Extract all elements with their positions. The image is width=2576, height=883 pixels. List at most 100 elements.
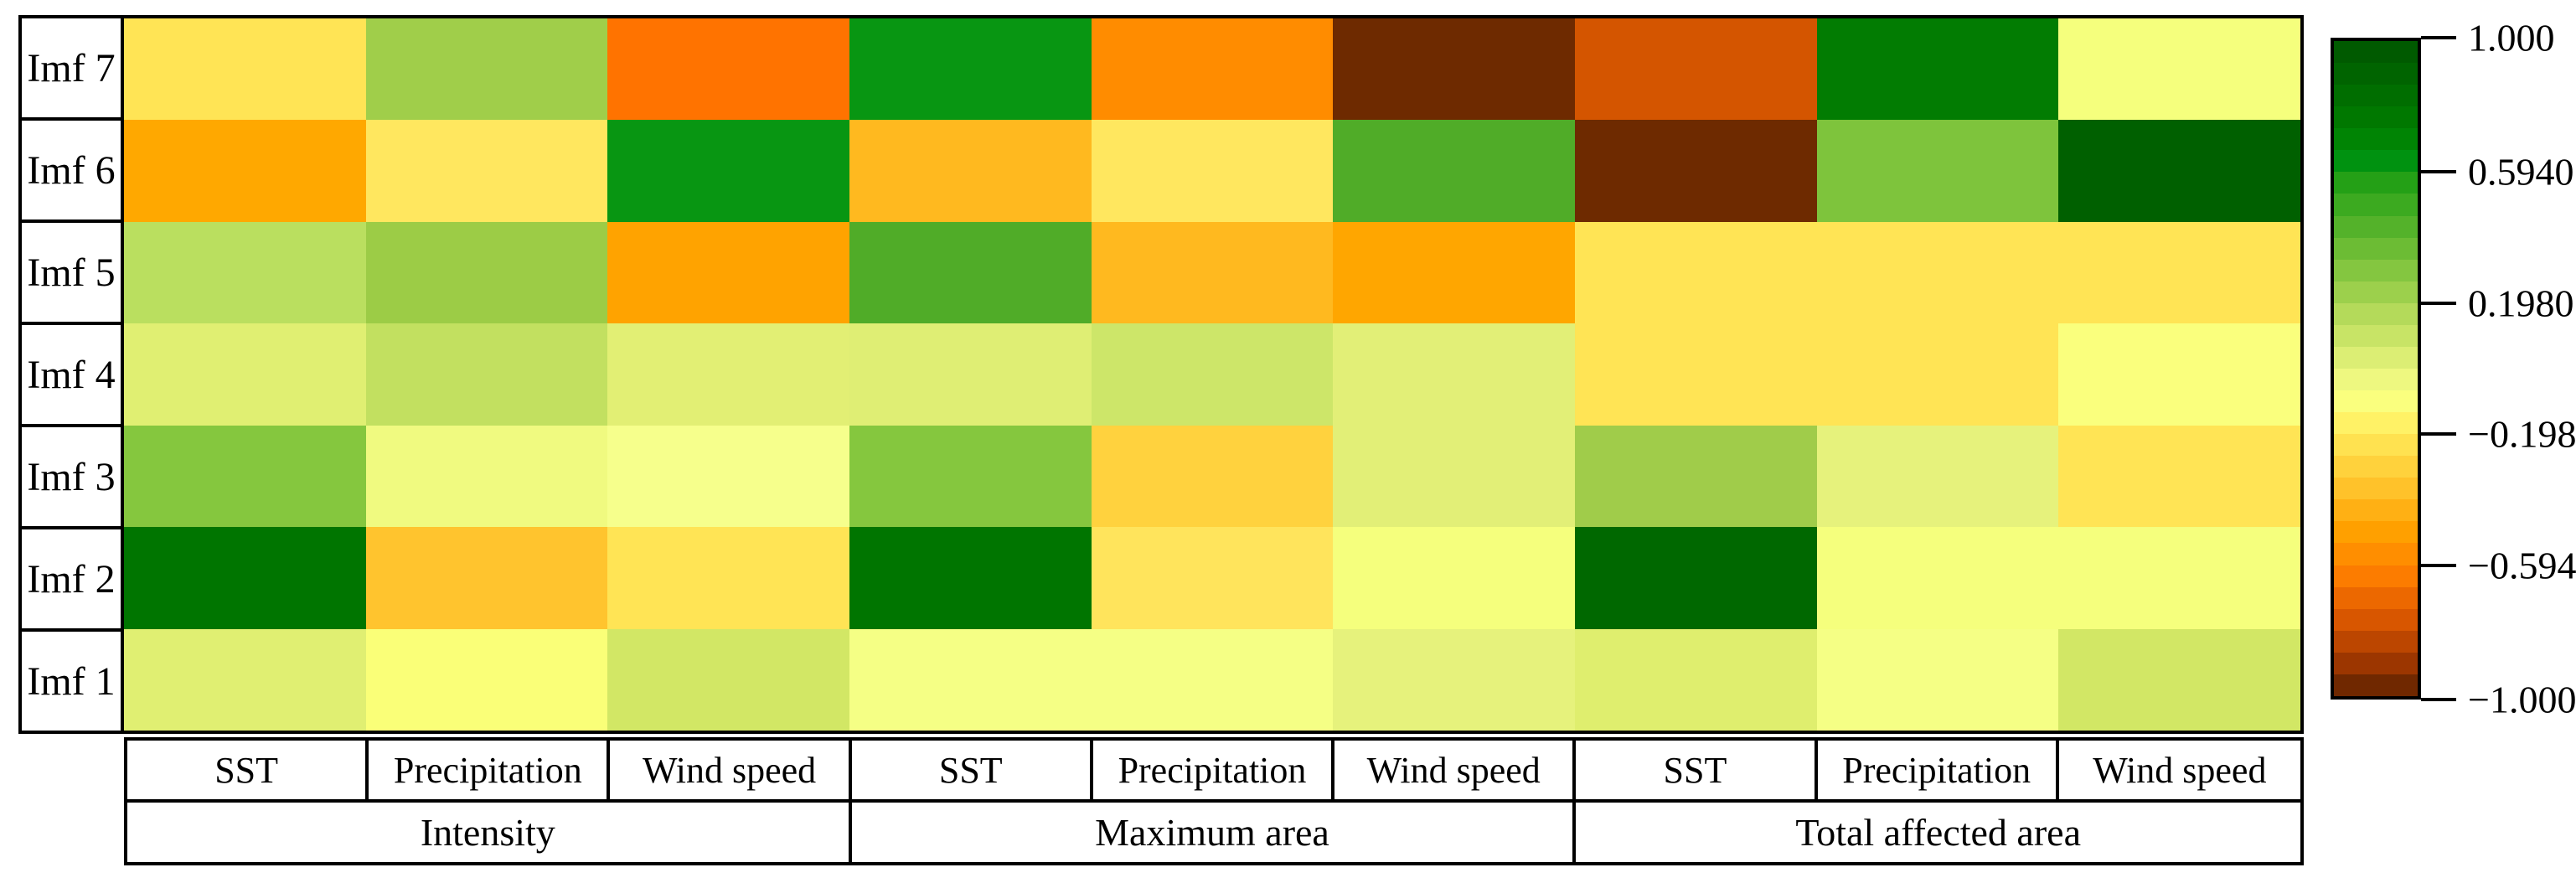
variable-label-cell: Wind speed <box>610 741 852 799</box>
heatmap-cell <box>1816 120 2059 222</box>
colorbar-step <box>2334 63 2418 85</box>
colorbar-tick-label: 1.000 <box>2468 16 2555 59</box>
heatmap-cell <box>849 628 1092 731</box>
heatmap-cell <box>365 425 608 528</box>
colorbar-step <box>2334 412 2418 435</box>
variable-label-cell: Precipitation <box>369 741 611 799</box>
heatmap-cell <box>124 18 366 121</box>
colorbar-tick-label: −0.5940 <box>2468 544 2576 587</box>
heatmap-cell <box>849 323 1092 426</box>
heatmap-cell <box>1091 221 1334 324</box>
heatmap-cell <box>365 221 608 324</box>
heatmap-cell <box>1091 120 1334 222</box>
colorbar-tick <box>2421 432 2456 436</box>
heatmap-cell <box>1333 221 1575 324</box>
heatmap-cell <box>1333 527 1575 629</box>
colorbar-step <box>2334 85 2418 107</box>
row-label: Imf 7 <box>22 18 121 121</box>
heatmap-cell <box>2058 323 2300 426</box>
heatmap-cell <box>365 527 608 629</box>
heatmap-cell <box>2058 120 2300 222</box>
variable-label-row: SST Precipitation Wind speed SST Precipitati… <box>124 737 2304 803</box>
colorbar-step <box>2334 150 2418 173</box>
heatmap-cell <box>607 120 849 222</box>
heatmap-cell <box>1816 323 2059 426</box>
colorbar-step <box>2334 652 2418 674</box>
heatmap-cell <box>1333 425 1575 528</box>
heatmap-cell <box>1333 120 1575 222</box>
colorbar-step <box>2334 281 2418 303</box>
heatmap-cell <box>849 18 1092 121</box>
colorbar-tick-label: −1.000 <box>2468 678 2576 721</box>
colorbar-step <box>2334 194 2418 216</box>
colorbar-tick-label: 0.1980 <box>2468 281 2574 325</box>
row-label: Imf 5 <box>22 223 121 325</box>
heatmap-cell <box>1333 628 1575 731</box>
heatmap-cell <box>607 18 849 121</box>
heatmap-cell <box>365 18 608 121</box>
colorbar-tick-label: −0.1980 <box>2468 412 2576 456</box>
colorbar-step <box>2334 302 2418 325</box>
heatmap-cell <box>1333 18 1575 121</box>
colorbar-tick <box>2421 170 2456 174</box>
heatmap-cell <box>1574 221 1817 324</box>
colorbar-tick <box>2421 36 2456 39</box>
colorbar-tick-label: 0.5940 <box>2468 150 2574 194</box>
colorbar-step <box>2334 608 2418 631</box>
colorbar-tick <box>2421 698 2456 701</box>
heatmap-cell <box>1091 628 1334 731</box>
colorbar-step <box>2334 128 2418 151</box>
colorbar-step <box>2334 674 2418 696</box>
heatmap-cell <box>2058 527 2300 629</box>
colorbar-step <box>2334 390 2418 413</box>
heatmap-cell <box>2058 425 2300 528</box>
heatmap-cell <box>1574 628 1817 731</box>
colorbar-step <box>2334 324 2418 347</box>
heatmap-cell <box>1816 628 2059 731</box>
colorbar-step <box>2334 565 2418 587</box>
group-label-cell: Total affected area <box>1795 811 2081 854</box>
heatmap-cell <box>1816 527 2059 629</box>
colorbar-step <box>2334 172 2418 194</box>
variable-label-cell: Wind speed <box>1334 741 1577 799</box>
heatmap-cell <box>1816 425 2059 528</box>
heatmap-cell <box>1574 527 1817 629</box>
group-label-cell: Maximum area <box>852 803 1577 862</box>
row-label: Imf 4 <box>22 325 121 427</box>
colorbar-step <box>2334 478 2418 500</box>
heatmap-cell <box>849 425 1092 528</box>
colorbar-step <box>2334 586 2418 609</box>
heatmap-cell <box>1574 120 1817 222</box>
heatmap-cell <box>849 120 1092 222</box>
variable-label-cell: SST <box>852 741 1093 799</box>
row-label-column: Imf 7 Imf 6 Imf 5 Imf 4 Imf 3 Imf 2 Imf 1 <box>18 15 124 734</box>
heatmap-cell <box>607 527 849 629</box>
heatmap-cell <box>1091 425 1334 528</box>
heatmap-cell <box>124 425 366 528</box>
heatmap-cell <box>365 323 608 426</box>
heatmap-cell <box>365 628 608 731</box>
colorbar-step <box>2334 368 2418 390</box>
colorbar-step <box>2334 521 2418 544</box>
variable-label-cell: Precipitation <box>1093 741 1335 799</box>
heatmap-cell <box>1333 323 1575 426</box>
colorbar-step <box>2334 41 2418 64</box>
heatmap-cell <box>124 221 366 324</box>
colorbar-step <box>2334 259 2418 281</box>
heatmap-cell <box>607 323 849 426</box>
colorbar-step <box>2334 630 2418 653</box>
heatmap-cell <box>1816 18 2059 121</box>
variable-label-cell: Precipitation <box>1818 741 2059 799</box>
heatmap-cell <box>124 120 366 222</box>
heatmap-cell <box>849 221 1092 324</box>
heatmap-cell <box>1091 527 1334 629</box>
heatmap-grid <box>124 15 2304 734</box>
heatmap-cell <box>2058 18 2300 121</box>
colorbar <box>2331 38 2421 700</box>
heatmap-cell <box>607 425 849 528</box>
colorbar-step <box>2334 215 2418 238</box>
colorbar-step <box>2334 106 2418 129</box>
heatmap-cell <box>607 221 849 324</box>
row-label: Imf 3 <box>22 427 121 529</box>
colorbar-step <box>2334 237 2418 260</box>
